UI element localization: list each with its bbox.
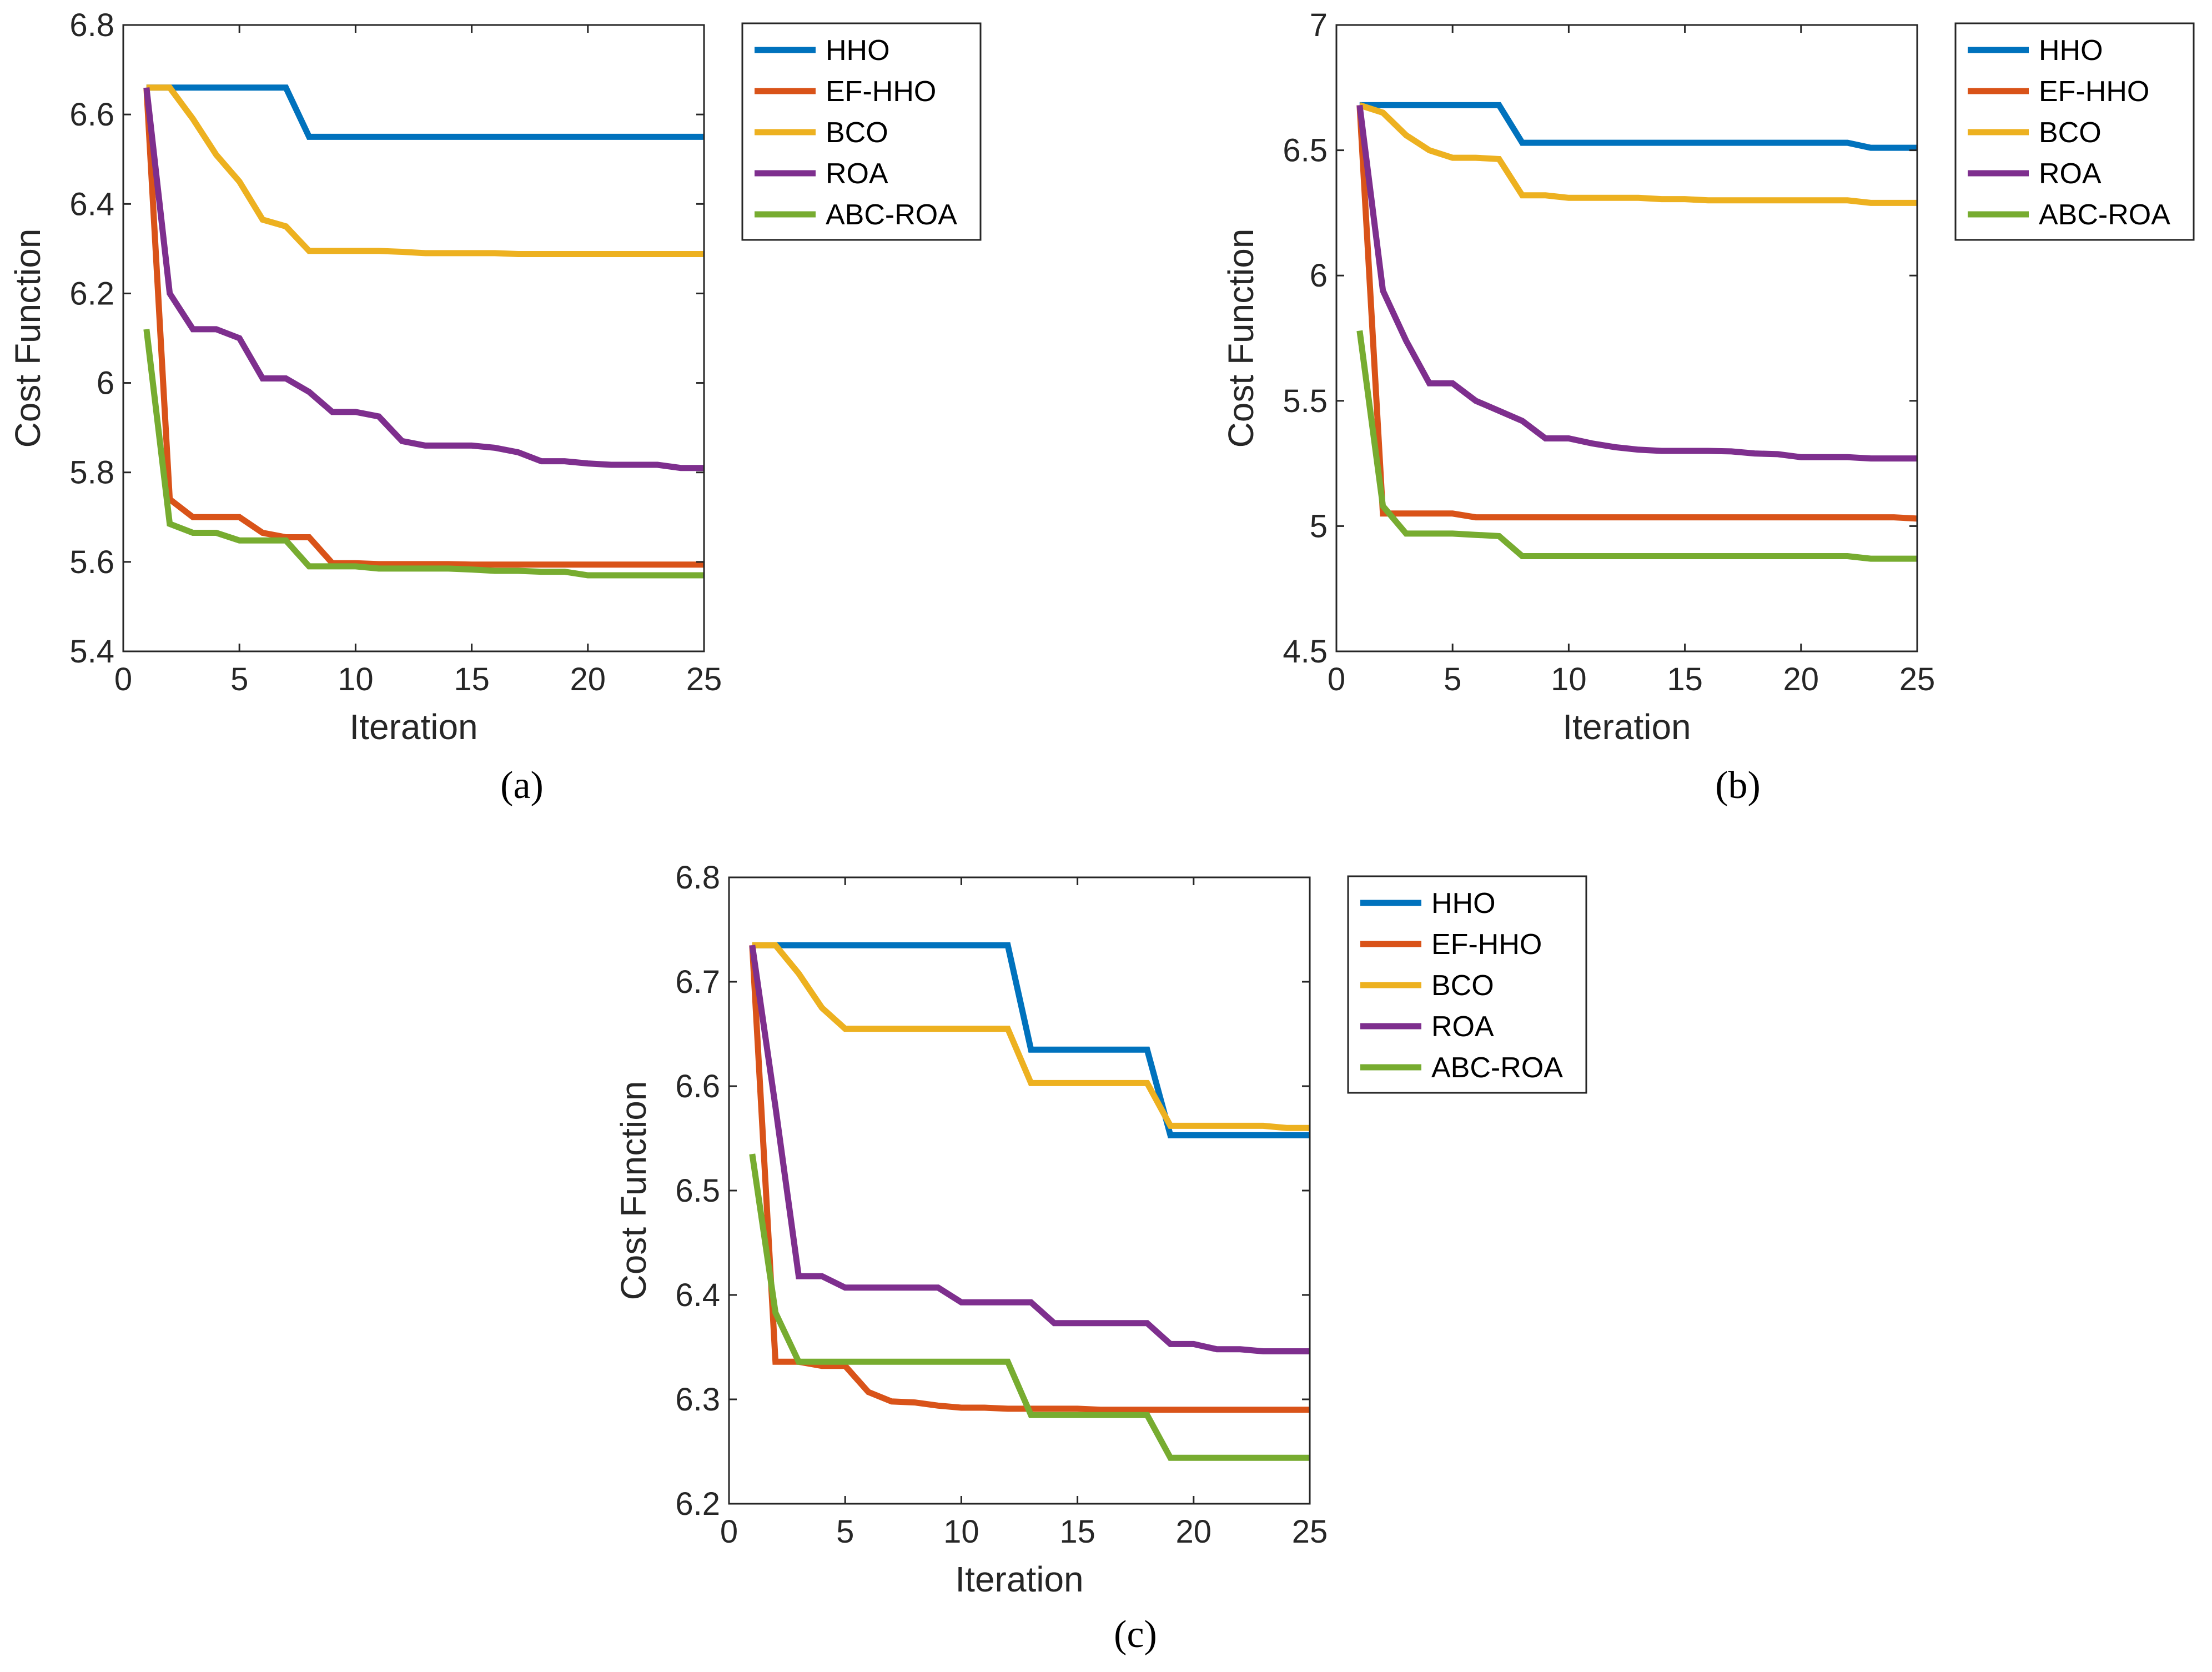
y-tick-label: 6.4 [675, 1277, 720, 1313]
x-tick-label: 5 [1444, 661, 1461, 697]
y-tick-label: 5.5 [1283, 383, 1328, 419]
axes-box [1335, 24, 1918, 652]
x-axis-label: Iteration [955, 1559, 1083, 1599]
chart-panel-c: 0 5 10 15 20 25 6.2 6.3 6.4 6.5 6.6 6.7 6.8 Iteration… [614, 860, 1587, 1599]
x-tick-label: 10 [1551, 661, 1587, 697]
y-tick-label: 6.7 [675, 964, 720, 1000]
y-tick-label: 6 [1310, 258, 1328, 294]
x-tick-label: 0 [1328, 661, 1345, 697]
legend-label-bco: BCO [2039, 117, 2102, 149]
x-axis-label: Iteration [1562, 707, 1691, 747]
series-line-bco [1359, 102, 1917, 206]
y-tick-label: 6.8 [675, 860, 720, 896]
y-tick-label: 6.2 [675, 1486, 720, 1522]
series-line-ef-hho [1356, 105, 1918, 522]
axes-box [122, 24, 705, 652]
x-tick-label: 5 [836, 1514, 854, 1550]
series-line-bco [146, 84, 704, 257]
series-line-ef-hho [143, 87, 704, 568]
legend-label-hho: HHO [1431, 887, 1496, 920]
x-tick-label: 15 [1667, 661, 1703, 697]
x-tick-label: 0 [114, 661, 132, 697]
legend-label-hho: HHO [826, 34, 890, 67]
y-tick-label: 6.3 [675, 1382, 720, 1418]
series-line-abc-roa [143, 329, 704, 579]
y-tick-label: 5.4 [69, 634, 114, 670]
x-tick-label: 20 [1783, 661, 1819, 697]
x-tick-label: 15 [454, 661, 490, 697]
legend-label-bco: BCO [826, 117, 888, 149]
series-line-hho [146, 84, 704, 140]
chart-panel-b: 0 5 10 15 20 25 4.5 5 5.5 6 6.5 7 Iteration Cost Func… [1221, 7, 2195, 747]
y-tick-label: 5 [1310, 508, 1328, 544]
legend-label-ef-hho: EF-HHO [826, 76, 936, 108]
legend-label-abc-roa: ABC-ROA [826, 199, 957, 231]
x-tick-label: 20 [1176, 1514, 1212, 1550]
panel-caption-b: (b) [1715, 764, 1761, 807]
x-axis-label: Iteration [349, 707, 477, 747]
legend-label-roa: ROA [826, 158, 888, 190]
y-tick-label: 6 [97, 365, 114, 401]
series-line-hho [752, 942, 1310, 1138]
y-tick-label: 6.4 [69, 186, 114, 222]
y-tick-label: 6.8 [69, 7, 114, 43]
x-tick-label: 10 [338, 661, 374, 697]
panel-caption-c: (c) [1114, 1613, 1157, 1656]
legend-label-bco: BCO [1431, 970, 1494, 1002]
x-tick-label: 5 [230, 661, 248, 697]
series-line-abc-roa [749, 1153, 1310, 1461]
x-tick-label: 25 [1292, 1514, 1328, 1550]
y-tick-label: 6.6 [675, 1068, 720, 1104]
series-line-roa [749, 945, 1310, 1354]
y-axis-label: Cost Function [614, 1081, 653, 1301]
y-tick-label: 6.5 [1283, 133, 1328, 169]
x-tick-label: 25 [1899, 661, 1936, 697]
x-tick-label: 0 [720, 1514, 738, 1550]
x-tick-label: 25 [686, 661, 722, 697]
legend: HHO EF-HHO BCO ROA ABC-ROA [1954, 22, 2195, 241]
series-line-roa [143, 87, 704, 471]
y-tick-label: 7 [1310, 7, 1328, 43]
y-tick-label: 6.6 [69, 97, 114, 133]
y-tick-label: 6.5 [675, 1173, 720, 1209]
y-tick-label: 4.5 [1283, 634, 1328, 670]
series-line-abc-roa [1356, 330, 1917, 562]
series-line-hho [1359, 102, 1917, 151]
x-tick-label: 20 [570, 661, 606, 697]
x-tick-label: 15 [1059, 1514, 1095, 1550]
y-axis-label: Cost Function [8, 229, 48, 448]
legend-label-abc-roa: ABC-ROA [2039, 199, 2170, 231]
y-axis-label: Cost Function [1221, 229, 1261, 448]
y-tick-label: 5.6 [69, 544, 114, 580]
legend: HHO EF-HHO BCO ROA ABC-ROA [1347, 875, 1587, 1094]
series-line-bco [752, 942, 1310, 1131]
legend-label-roa: ROA [1431, 1011, 1494, 1043]
legend-label-ef-hho: EF-HHO [1431, 928, 1542, 961]
legend: HHO EF-HHO BCO ROA ABC-ROA [741, 22, 982, 241]
y-tick-label: 6.2 [69, 275, 114, 312]
panel-caption-a: (a) [500, 764, 544, 807]
series-line-ef-hho [749, 945, 1310, 1413]
chart-panel-a: 0 5 10 15 20 25 5.4 5.6 5.8 6 6.2 6.4 6.6 6.8 Iteratio… [8, 7, 982, 747]
legend-label-roa: ROA [2039, 158, 2102, 190]
legend-label-abc-roa: ABC-ROA [1431, 1052, 1563, 1084]
series-line-roa [1356, 104, 1917, 462]
legend-label-hho: HHO [2039, 34, 2103, 67]
y-tick-label: 5.8 [69, 455, 114, 491]
x-tick-label: 10 [943, 1514, 979, 1550]
legend-label-ef-hho: EF-HHO [2039, 76, 2149, 108]
